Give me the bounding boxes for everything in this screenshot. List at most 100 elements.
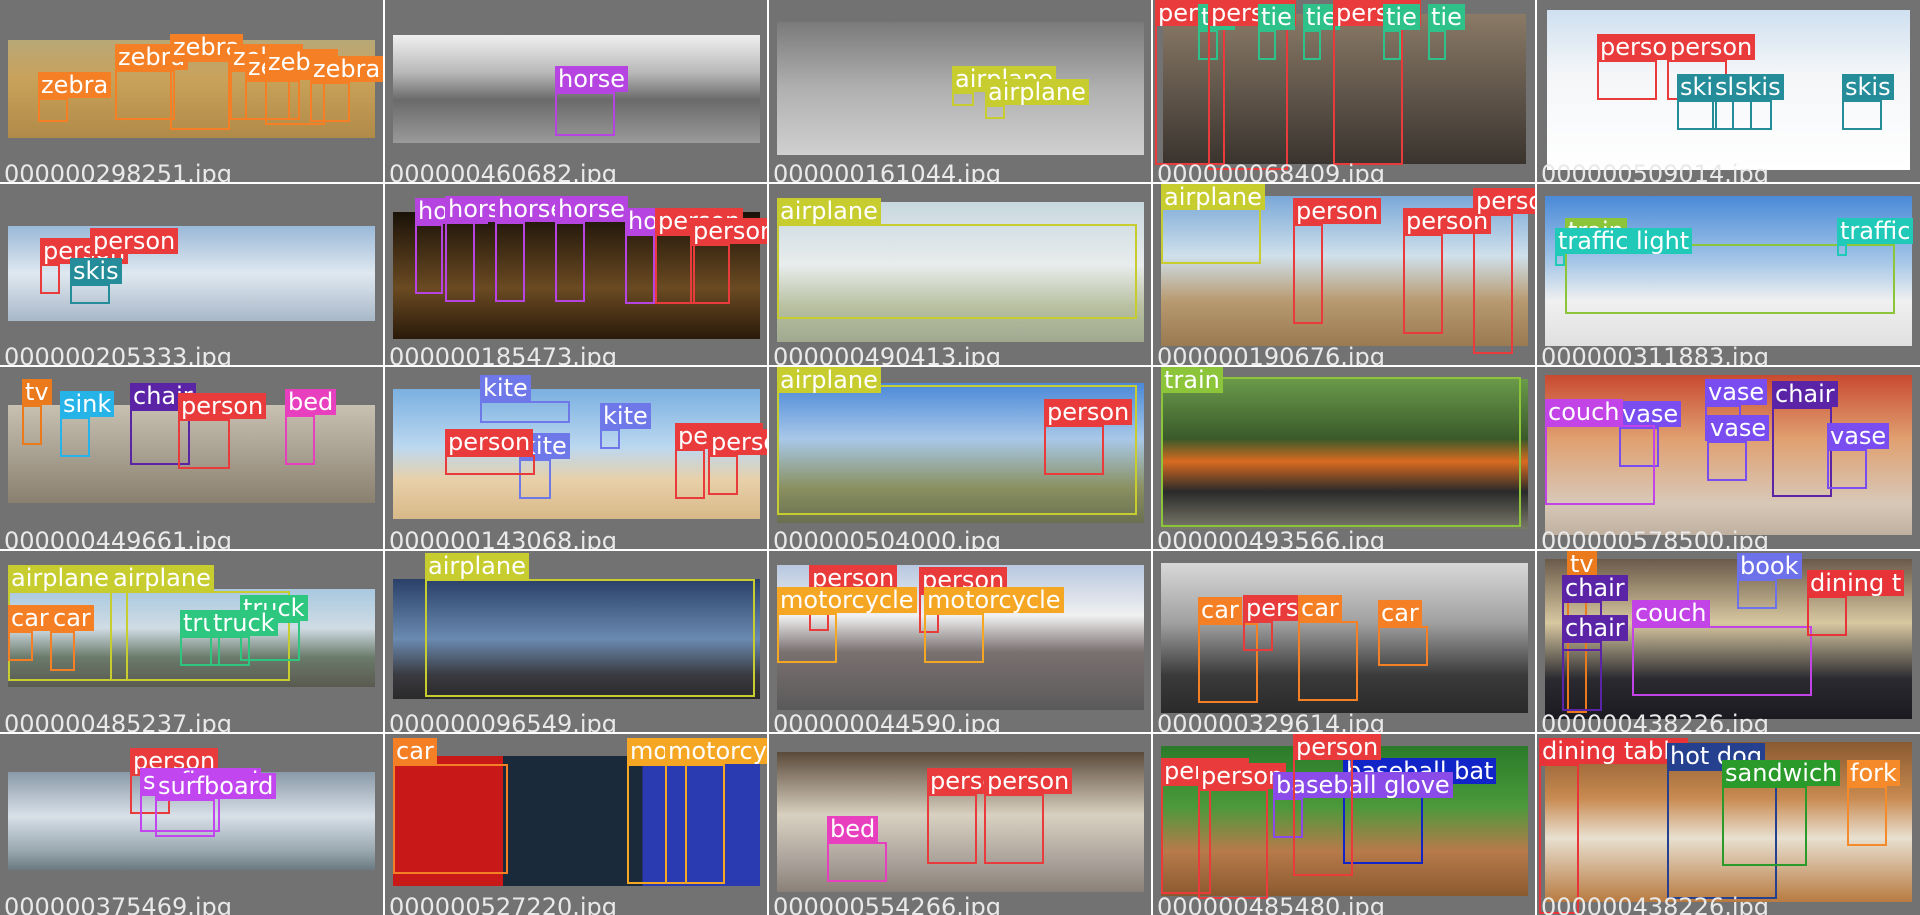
detection-box [985,105,1005,119]
detection-label: airplane [985,79,1089,105]
detection-label: person [1198,763,1287,789]
detection-box [1632,626,1812,696]
detection-label: person [690,218,767,244]
detection-label: chair [1562,615,1628,641]
detection-box [115,70,175,120]
detection-label: person [90,228,179,254]
detection-box [1198,789,1268,899]
detection-label: person [984,768,1073,794]
result-tile[interactable]: tv sink chair person bed 000000449661.jpg [0,367,383,549]
result-tile[interactable]: airplane person 000000504000.jpg [769,367,1151,549]
result-tile[interactable]: kitekitekitepersonpersonperson0000001430… [385,367,767,549]
detection-box [690,244,730,304]
result-tile[interactable]: zebrazebrazebrazebrazebrazebrazebra00000… [0,0,383,182]
detection-box [445,455,535,475]
detection-box [1258,30,1276,60]
detection-label: tv [22,379,52,405]
image-filename: 000000493566.jpg [1157,527,1385,549]
detection-box [1473,214,1513,354]
image-filename: 000000527220.jpg [389,893,617,915]
detection-box [777,224,1137,319]
detection-box [555,222,585,302]
detection-label: zebra [38,72,112,98]
result-tile[interactable]: airplane 000000490413.jpg [769,184,1151,365]
detection-label: vase [1619,401,1682,427]
detection-box [519,459,551,499]
detection-label: vase [1707,415,1770,441]
result-tile[interactable]: person person skis 000000205333.jpg [0,184,383,365]
detection-label: skis [1732,74,1784,100]
detection-box [1597,60,1657,100]
detection-box [675,449,705,499]
detection-box [555,92,615,136]
detection-label: motorcycle [665,738,767,764]
image-filename: 000000449661.jpg [4,527,232,549]
result-tile[interactable]: traintraffic lighttraffic000000311883.jp… [1537,184,1920,365]
result-tile[interactable]: tv chair couch book dining t chair 00000043822… [1537,551,1920,732]
detection-box [1383,30,1401,60]
image-filename: 000000311883.jpg [1541,343,1769,365]
result-tile[interactable]: airplane 000000096549.jpg [385,551,767,732]
result-tile[interactable]: train 000000493566.jpg [1153,367,1535,549]
result-tile[interactable]: carmotorcyclemotorcycle000000527220.jpg [385,734,767,915]
detection-label: tie [1428,4,1465,30]
detection-label: motorcycle [777,587,917,613]
detection-label: motorcycle [924,587,1064,613]
detection-label: person [445,429,534,455]
result-tile[interactable]: person person bed 000000554266.jpg [769,734,1151,915]
result-tile[interactable]: personpersonskisskisskisskis000000509014… [1537,0,1920,182]
result-tile[interactable]: personsurfboardsurfboard000000375469.jpg [0,734,383,915]
detection-label: car [393,738,437,764]
thumbnail-image [1161,563,1528,713]
detection-label: skis [1842,74,1894,100]
detection-label: chair [1562,575,1628,601]
detection-box [665,764,725,884]
result-tile[interactable]: airplaneairplane000000161044.jpg [769,0,1151,182]
detection-box [952,92,974,106]
result-tile[interactable]: person motorcycle person motorcycle 00000004… [769,551,1151,732]
detection-box [310,82,350,122]
result-tile[interactable]: airplaneairplanetruckcarcartrucktruck000… [0,551,383,732]
result-tile[interactable]: persontiepersontietiepersontietie0000000… [1153,0,1535,182]
detection-label: bed [827,816,879,842]
result-tile[interactable]: airplanepersonpersonperson000000190676.j… [1153,184,1535,365]
detection-label: zebra [310,56,383,82]
thumbnail-image [393,756,760,886]
detection-label: tie [1303,4,1340,30]
thumbnail-image [1161,379,1528,529]
image-filename: 000000490413.jpg [773,343,1001,365]
image-filename: 000000438226.jpg [1541,893,1769,915]
detection-box [827,842,887,882]
detection-box [777,613,837,663]
detection-box [777,385,1137,515]
result-tile[interactable]: car person car car 000000329614.jpg [1153,551,1535,732]
image-filename: 000000185473.jpg [389,343,617,365]
detection-box [130,409,190,465]
detection-box [1044,425,1104,475]
detection-box [1273,798,1303,838]
detection-label: tv [1567,551,1597,577]
detection-label: couch [1545,399,1623,425]
detection-label: baseball glove [1273,772,1453,798]
result-tile[interactable]: vase vase chair couch vase vase 000000578500.j… [1537,367,1920,549]
detection-label: kite [480,375,531,401]
detection-box [178,419,230,469]
detection-label: sandwich [1722,760,1841,786]
image-filename: 000000096549.jpg [389,710,617,732]
detection-label: train [1161,367,1223,393]
detection-label: tie [1258,4,1295,30]
result-tile[interactable]: horsehorsehorsehorsehorsepersonperson000… [385,184,767,365]
detection-box [708,455,738,495]
detection-box [445,222,475,302]
detection-box [1842,100,1882,130]
image-filename: 000000460682.jpg [389,160,617,182]
detection-box [170,60,230,130]
result-tile[interactable]: horse 000000460682.jpg [385,0,767,182]
detection-label: horse [555,66,629,92]
detection-box [625,234,655,304]
detection-label: fork [1847,760,1900,786]
result-tile[interactable]: dining table hot dog sandwich fork 000000438… [1537,734,1920,915]
detection-box [627,764,687,884]
detection-label: vase [1827,423,1890,449]
